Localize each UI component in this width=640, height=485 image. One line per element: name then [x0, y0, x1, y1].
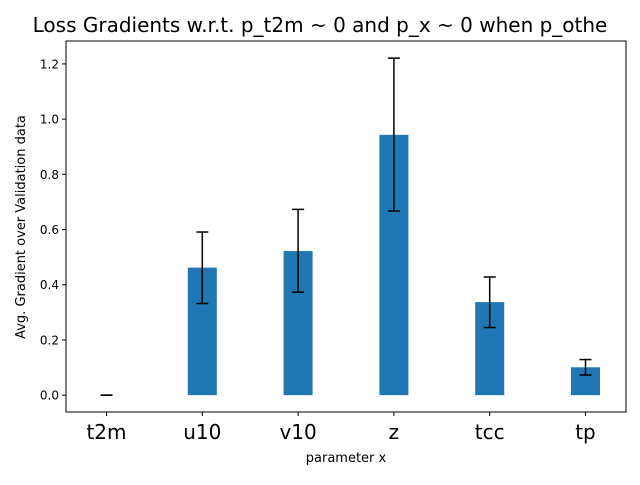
- chart-title: Loss Gradients w.r.t. p_t2m ~ 0 and p_x …: [33, 13, 608, 37]
- y-tick-label: 0.8: [40, 168, 59, 182]
- x-axis: t2m u10 v10 z tcc tp: [86, 412, 596, 444]
- plot-area: [100, 57, 600, 396]
- x-tick-label-tcc: tcc: [475, 420, 505, 444]
- y-tick-label: 0.4: [40, 278, 59, 292]
- y-tick-label: 0.0: [40, 389, 59, 403]
- axes-frame: [65, 40, 627, 413]
- x-axis-label: parameter x: [306, 451, 387, 466]
- error-bar-z: [387, 57, 400, 212]
- y-tick-label: 1.0: [40, 113, 59, 127]
- error-bar-tp: [579, 358, 592, 376]
- y-axis: 0.0 0.2 0.4 0.6 0.8 1.0 1.2: [40, 57, 66, 403]
- error-bar-u10: [196, 231, 209, 305]
- y-tick-label: 0.6: [40, 223, 59, 237]
- y-tick-label: 0.2: [40, 333, 59, 347]
- x-tick-label-tp: tp: [575, 420, 596, 444]
- x-tick-label-u10: u10: [183, 420, 221, 444]
- x-tick-label-t2m: t2m: [86, 420, 126, 444]
- y-axis-label: Avg. Gradient over Validation data: [14, 115, 29, 339]
- error-bar-v10: [292, 208, 305, 293]
- x-tick-label-v10: v10: [279, 420, 316, 444]
- error-bar-tcc: [483, 276, 496, 329]
- y-tick-label: 1.2: [40, 57, 59, 71]
- x-tick-label-z: z: [389, 420, 400, 444]
